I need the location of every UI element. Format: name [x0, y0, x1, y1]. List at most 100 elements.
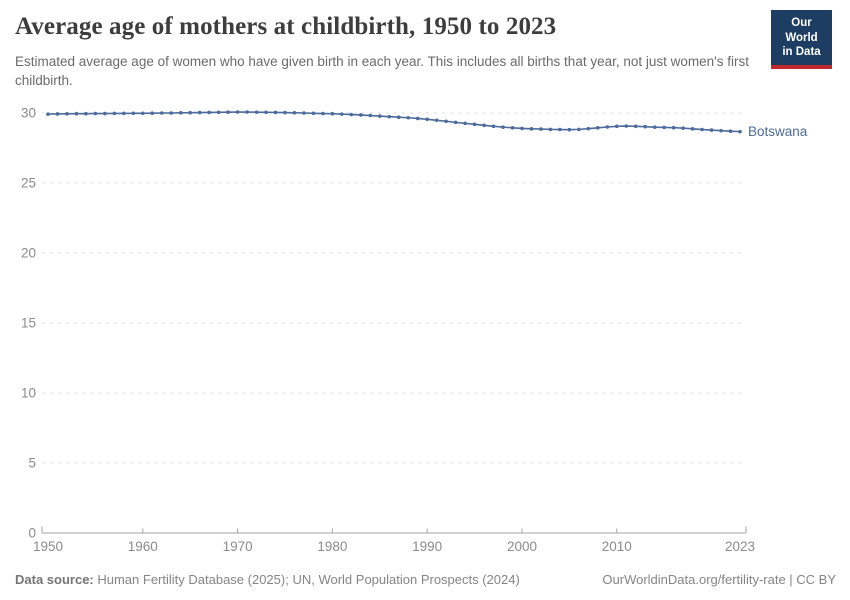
- x-tick-label-2010: 2010: [602, 539, 632, 554]
- data-point[interactable]: [415, 116, 420, 121]
- data-point[interactable]: [406, 115, 411, 120]
- data-source: Data source: Human Fertility Database (2…: [15, 572, 520, 587]
- data-point[interactable]: [596, 126, 600, 130]
- chart-area: 0 5 10 15 20 25 30 1950 1960 1970 1980 1990 2000 2010…: [0, 95, 850, 570]
- data-point[interactable]: [235, 110, 240, 114]
- x-tick-label-2000: 2000: [507, 539, 537, 554]
- data-point[interactable]: [368, 113, 373, 118]
- data-point[interactable]: [387, 114, 392, 119]
- data-point[interactable]: [254, 110, 259, 114]
- data-point[interactable]: [491, 124, 496, 129]
- data-point[interactable]: [103, 111, 107, 116]
- data-point[interactable]: [624, 124, 629, 128]
- data-point[interactable]: [150, 111, 155, 115]
- data-point[interactable]: [434, 118, 439, 123]
- data-point[interactable]: [311, 111, 316, 116]
- data-point[interactable]: [728, 129, 733, 133]
- y-tick-label-30: 30: [21, 106, 36, 121]
- data-point[interactable]: [690, 127, 695, 131]
- data-point[interactable]: [112, 111, 117, 116]
- data-source-text: Human Fertility Database (2025); UN, Wor…: [93, 572, 520, 587]
- data-point[interactable]: [444, 119, 448, 124]
- data-point[interactable]: [140, 111, 145, 116]
- license-link[interactable]: OurWorldinData.org/fertility-rate | CC B…: [602, 572, 836, 587]
- data-point[interactable]: [425, 117, 429, 122]
- data-point[interactable]: [520, 126, 524, 131]
- data-point[interactable]: [453, 120, 458, 125]
- y-tick-label-20: 20: [21, 246, 36, 261]
- data-point[interactable]: [216, 110, 221, 115]
- x-tick-label-1990: 1990: [412, 539, 442, 554]
- x-tick-label-1980: 1980: [317, 539, 347, 554]
- data-point[interactable]: [700, 127, 704, 132]
- data-series-botswana: Botswana: [46, 110, 808, 139]
- data-point[interactable]: [159, 111, 164, 115]
- data-point[interactable]: [197, 110, 202, 115]
- x-tick-label-2023: 2023: [725, 539, 755, 554]
- data-point[interactable]: [207, 110, 211, 115]
- data-point[interactable]: [302, 111, 306, 115]
- data-point[interactable]: [719, 128, 723, 133]
- data-point[interactable]: [74, 111, 79, 116]
- data-point[interactable]: [567, 127, 572, 132]
- data-point[interactable]: [46, 112, 50, 116]
- data-point[interactable]: [349, 112, 354, 117]
- data-point[interactable]: [396, 115, 401, 119]
- gridlines: [42, 112, 746, 464]
- data-point[interactable]: [586, 126, 591, 131]
- data-point[interactable]: [577, 127, 581, 132]
- owid-logo[interactable]: Our World in Data: [771, 10, 832, 70]
- page-title: Average age of mothers at childbirth, 19…: [15, 13, 557, 40]
- series-label-botswana[interactable]: Botswana: [748, 124, 808, 139]
- data-point[interactable]: [169, 111, 174, 115]
- data-point[interactable]: [643, 124, 648, 129]
- data-point[interactable]: [738, 129, 742, 134]
- data-point[interactable]: [652, 125, 657, 129]
- data-point[interactable]: [226, 110, 230, 114]
- data-point[interactable]: [501, 125, 505, 129]
- data-point[interactable]: [273, 110, 278, 115]
- data-point[interactable]: [548, 127, 553, 132]
- data-point[interactable]: [662, 125, 666, 130]
- data-point[interactable]: [359, 113, 363, 117]
- owid-logo-line1: Our World: [785, 17, 818, 44]
- data-point[interactable]: [529, 127, 534, 131]
- data-point[interactable]: [330, 111, 335, 116]
- data-point[interactable]: [122, 111, 126, 116]
- data-point[interactable]: [131, 111, 136, 116]
- data-point[interactable]: [178, 111, 183, 115]
- data-point[interactable]: [84, 111, 88, 116]
- chart-subtitle: Estimated average age of women who have …: [15, 54, 749, 89]
- data-point[interactable]: [633, 124, 638, 129]
- data-point[interactable]: [463, 121, 467, 126]
- line-chart: 0 5 10 15 20 25 30 1950 1960 1970 1980 1990 2000 2010…: [21, 106, 808, 555]
- data-point[interactable]: [709, 128, 714, 132]
- data-point[interactable]: [510, 126, 515, 130]
- data-point[interactable]: [264, 110, 268, 115]
- data-point[interactable]: [472, 122, 477, 127]
- data-point[interactable]: [605, 125, 610, 129]
- data-point[interactable]: [558, 127, 562, 132]
- x-tick-label-1960: 1960: [128, 539, 158, 554]
- data-point[interactable]: [340, 112, 344, 116]
- data-point[interactable]: [65, 112, 69, 116]
- data-point[interactable]: [55, 112, 60, 116]
- data-point[interactable]: [283, 110, 287, 115]
- data-point[interactable]: [245, 110, 249, 114]
- data-point[interactable]: [614, 124, 619, 129]
- data-point[interactable]: [377, 114, 382, 118]
- x-tick-label-1970: 1970: [223, 539, 253, 554]
- data-point[interactable]: [482, 123, 486, 128]
- data-point[interactable]: [671, 125, 676, 130]
- data-point[interactable]: [539, 127, 543, 131]
- data-point[interactable]: [681, 126, 685, 130]
- data-point[interactable]: [321, 111, 325, 116]
- data-point[interactable]: [292, 111, 297, 115]
- data-point[interactable]: [188, 110, 192, 115]
- y-tick-label-15: 15: [21, 316, 36, 331]
- data-point[interactable]: [93, 111, 98, 116]
- owid-logo-line2: in Data: [782, 46, 821, 59]
- y-tick-label-5: 5: [28, 456, 36, 471]
- y-tick-label-10: 10: [21, 386, 36, 401]
